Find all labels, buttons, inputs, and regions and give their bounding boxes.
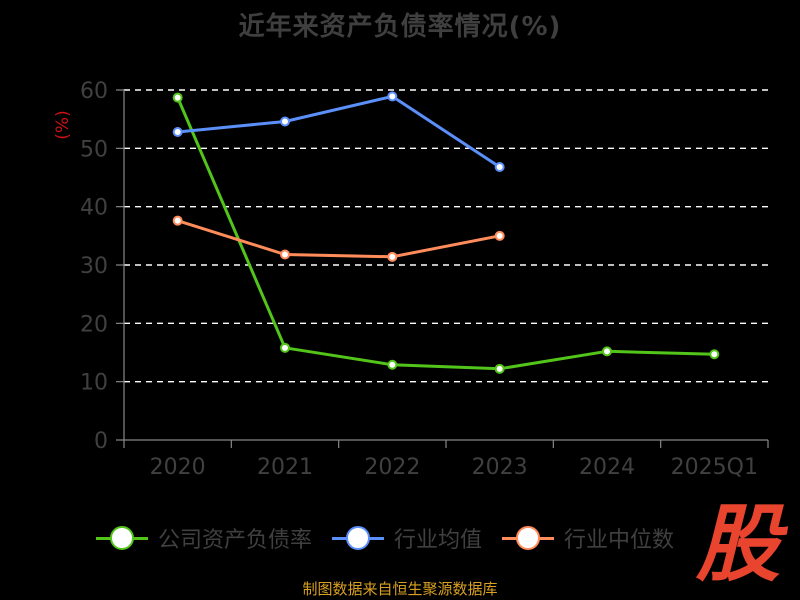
axes bbox=[116, 89, 769, 448]
legend-label: 公司资产负债率 bbox=[158, 528, 313, 553]
data-point bbox=[494, 363, 505, 374]
data-point bbox=[602, 346, 612, 357]
legend-swatch bbox=[332, 525, 385, 551]
y-tick-label: 30 bbox=[80, 254, 108, 279]
grid-lines bbox=[124, 89, 768, 383]
y-tick-label: 60 bbox=[80, 79, 108, 104]
y-tick-label: 0 bbox=[94, 429, 108, 454]
y-tick-label: 20 bbox=[80, 312, 108, 337]
x-tick-label: 2024 bbox=[579, 455, 635, 480]
series-line bbox=[176, 96, 716, 371]
legend-item[interactable]: 行业均值 bbox=[332, 522, 482, 554]
x-tick-label: 2023 bbox=[472, 455, 528, 480]
x-tick-label: 2021 bbox=[257, 455, 313, 480]
series-lines bbox=[172, 91, 720, 374]
y-tick-label: 40 bbox=[80, 196, 108, 221]
legend-swatch-marker bbox=[346, 526, 371, 550]
data-point bbox=[494, 230, 505, 241]
chart-title: 近年来资产负债率情况(%) bbox=[238, 12, 562, 42]
data-point bbox=[172, 92, 183, 103]
series-line bbox=[176, 94, 502, 169]
legend-item[interactable]: 公司资产负债率 bbox=[96, 522, 312, 554]
data-point bbox=[387, 251, 398, 262]
data-point bbox=[280, 116, 290, 127]
series-line bbox=[176, 219, 502, 259]
data-point bbox=[280, 342, 290, 353]
legend-item[interactable]: 行业中位数 bbox=[502, 522, 674, 554]
legend-swatch-marker bbox=[516, 526, 541, 550]
legend-label: 行业均值 bbox=[394, 528, 483, 553]
tick-labels: 0 10 20 30 40 50 60 2020 2021 2022 2023 2024 2025Q1 (… bbox=[53, 79, 758, 480]
y-tick-label: 50 bbox=[80, 137, 108, 162]
data-point bbox=[709, 349, 720, 360]
data-point bbox=[387, 359, 398, 370]
y-tick-label: 10 bbox=[80, 371, 108, 396]
legend-swatch bbox=[96, 525, 148, 551]
y-axis-unit-label: (%) bbox=[53, 110, 73, 139]
source-note: 制图数据来自恒生聚源数据库 bbox=[302, 580, 498, 598]
data-point bbox=[172, 127, 183, 137]
data-point bbox=[172, 215, 183, 226]
x-tick-label: 2022 bbox=[364, 455, 420, 480]
watermark-logo: 股 bbox=[695, 495, 780, 593]
x-tick-label: 2025Q1 bbox=[671, 455, 758, 480]
legend: 公司资产负债率 行业均值 行业中位数 bbox=[96, 518, 694, 558]
data-point bbox=[494, 162, 505, 172]
data-point bbox=[387, 91, 398, 102]
data-point bbox=[280, 249, 290, 260]
legend-label: 行业中位数 bbox=[564, 528, 675, 553]
legend-swatch bbox=[502, 525, 555, 551]
x-tick-label: 2020 bbox=[150, 455, 206, 480]
legend-swatch-marker bbox=[110, 526, 134, 550]
